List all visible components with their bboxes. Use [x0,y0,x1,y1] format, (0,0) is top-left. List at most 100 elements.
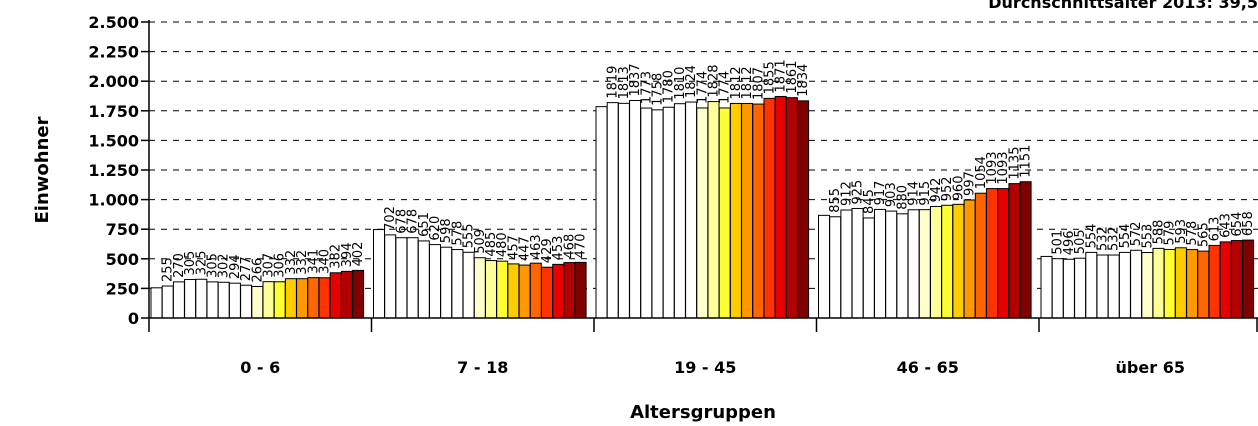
data-label: 532 [1107,226,1122,251]
bar [1062,258,1075,319]
axes: 0 250 500 750 1.000 1.250 1.500 1.750 2.000 2.250… [88,13,1258,377]
bar [952,203,965,319]
bar [150,287,163,319]
bar [918,209,931,319]
data-label: 1780 [662,70,677,103]
bar [485,260,497,319]
data-label: 1813 [617,66,632,99]
data-label: 341 [306,249,321,274]
data-label: 620 [428,216,443,241]
y-tick-label: 2.500 [88,13,139,32]
bar [1197,250,1210,319]
data-label: 1824 [684,65,699,98]
bar [563,262,576,319]
data-label: 470 [574,234,589,259]
bar [574,261,587,319]
bar [941,204,954,319]
bar [1163,248,1176,319]
bar [997,188,1010,319]
bar [896,213,909,319]
data-label: 1151 [1019,145,1034,178]
data-label: 651 [417,212,432,237]
bar [217,281,230,319]
bar [1141,252,1154,319]
y-tick-label: 0 [128,309,139,328]
data-label: 453 [551,236,566,261]
bar [1085,251,1098,319]
data-label: 643 [1219,213,1234,238]
data-label: 1812 [729,66,744,99]
category-label: über 65 [1116,358,1185,377]
data-label: 340 [318,249,333,274]
bar [228,282,241,319]
data-label: 1871 [774,59,789,92]
data-label: 485 [484,232,499,257]
bar [529,262,542,319]
bar [307,277,320,319]
data-label: 382 [329,244,344,269]
data-label: 457 [506,235,521,260]
bar [451,249,464,319]
data-label: 306 [273,253,288,278]
bar [552,263,565,319]
data-label: 429 [540,238,555,263]
bar [640,107,653,319]
bar [685,101,698,319]
bar [507,263,520,319]
bar [651,109,664,319]
bar [541,266,553,319]
data-label: 1834 [796,64,811,97]
bar [986,188,998,319]
data-label: 925 [851,180,866,205]
data-label: 1812 [740,66,755,99]
data-label: 332 [295,250,310,275]
bar [296,278,309,319]
data-label: 294 [228,254,243,279]
data-label: 402 [351,242,366,267]
data-label: 1774 [695,71,710,104]
data-label: 1855 [763,61,778,94]
bar [752,103,765,319]
data-label: 266 [250,258,265,283]
bar [496,260,509,319]
bar [195,278,208,319]
bar [696,107,709,319]
y-tick-label: 1.750 [88,102,139,121]
bar [284,278,297,319]
data-label: 588 [1152,220,1167,245]
category-label: 46 - 65 [897,358,959,377]
data-label: 855 [828,188,843,213]
chart-title: Durchschnittsalter 2013: 39,5 [988,0,1258,12]
bar [1008,183,1021,319]
data-label: 305 [183,251,198,276]
bar [251,286,264,319]
data-label: 942 [929,178,944,203]
data-label: 572 [1129,221,1144,246]
data-label: 578 [450,221,465,246]
data-label: 1758 [651,73,666,106]
bar [595,106,608,319]
bar [673,103,686,319]
bar [340,270,353,319]
data-label: 307 [262,253,277,278]
data-label: 480 [495,232,510,257]
bar [729,102,742,319]
bar [1174,247,1187,319]
data-label: 394 [340,243,355,268]
data-label: 496 [1062,230,1077,255]
bar [1096,254,1109,319]
data-label: 1828 [707,64,722,97]
bar [1040,255,1053,319]
bar [352,269,365,319]
bar [1051,258,1064,319]
y-tick-label: 1.500 [88,131,139,150]
y-tick-label: 250 [106,279,139,298]
data-label: 447 [518,236,533,261]
data-label: 702 [383,206,398,231]
data-label: 915 [918,181,933,206]
data-label: 554 [1084,224,1099,249]
bar [1118,251,1131,319]
data-label: 305 [206,253,221,278]
category-label: 7 - 18 [457,358,508,377]
